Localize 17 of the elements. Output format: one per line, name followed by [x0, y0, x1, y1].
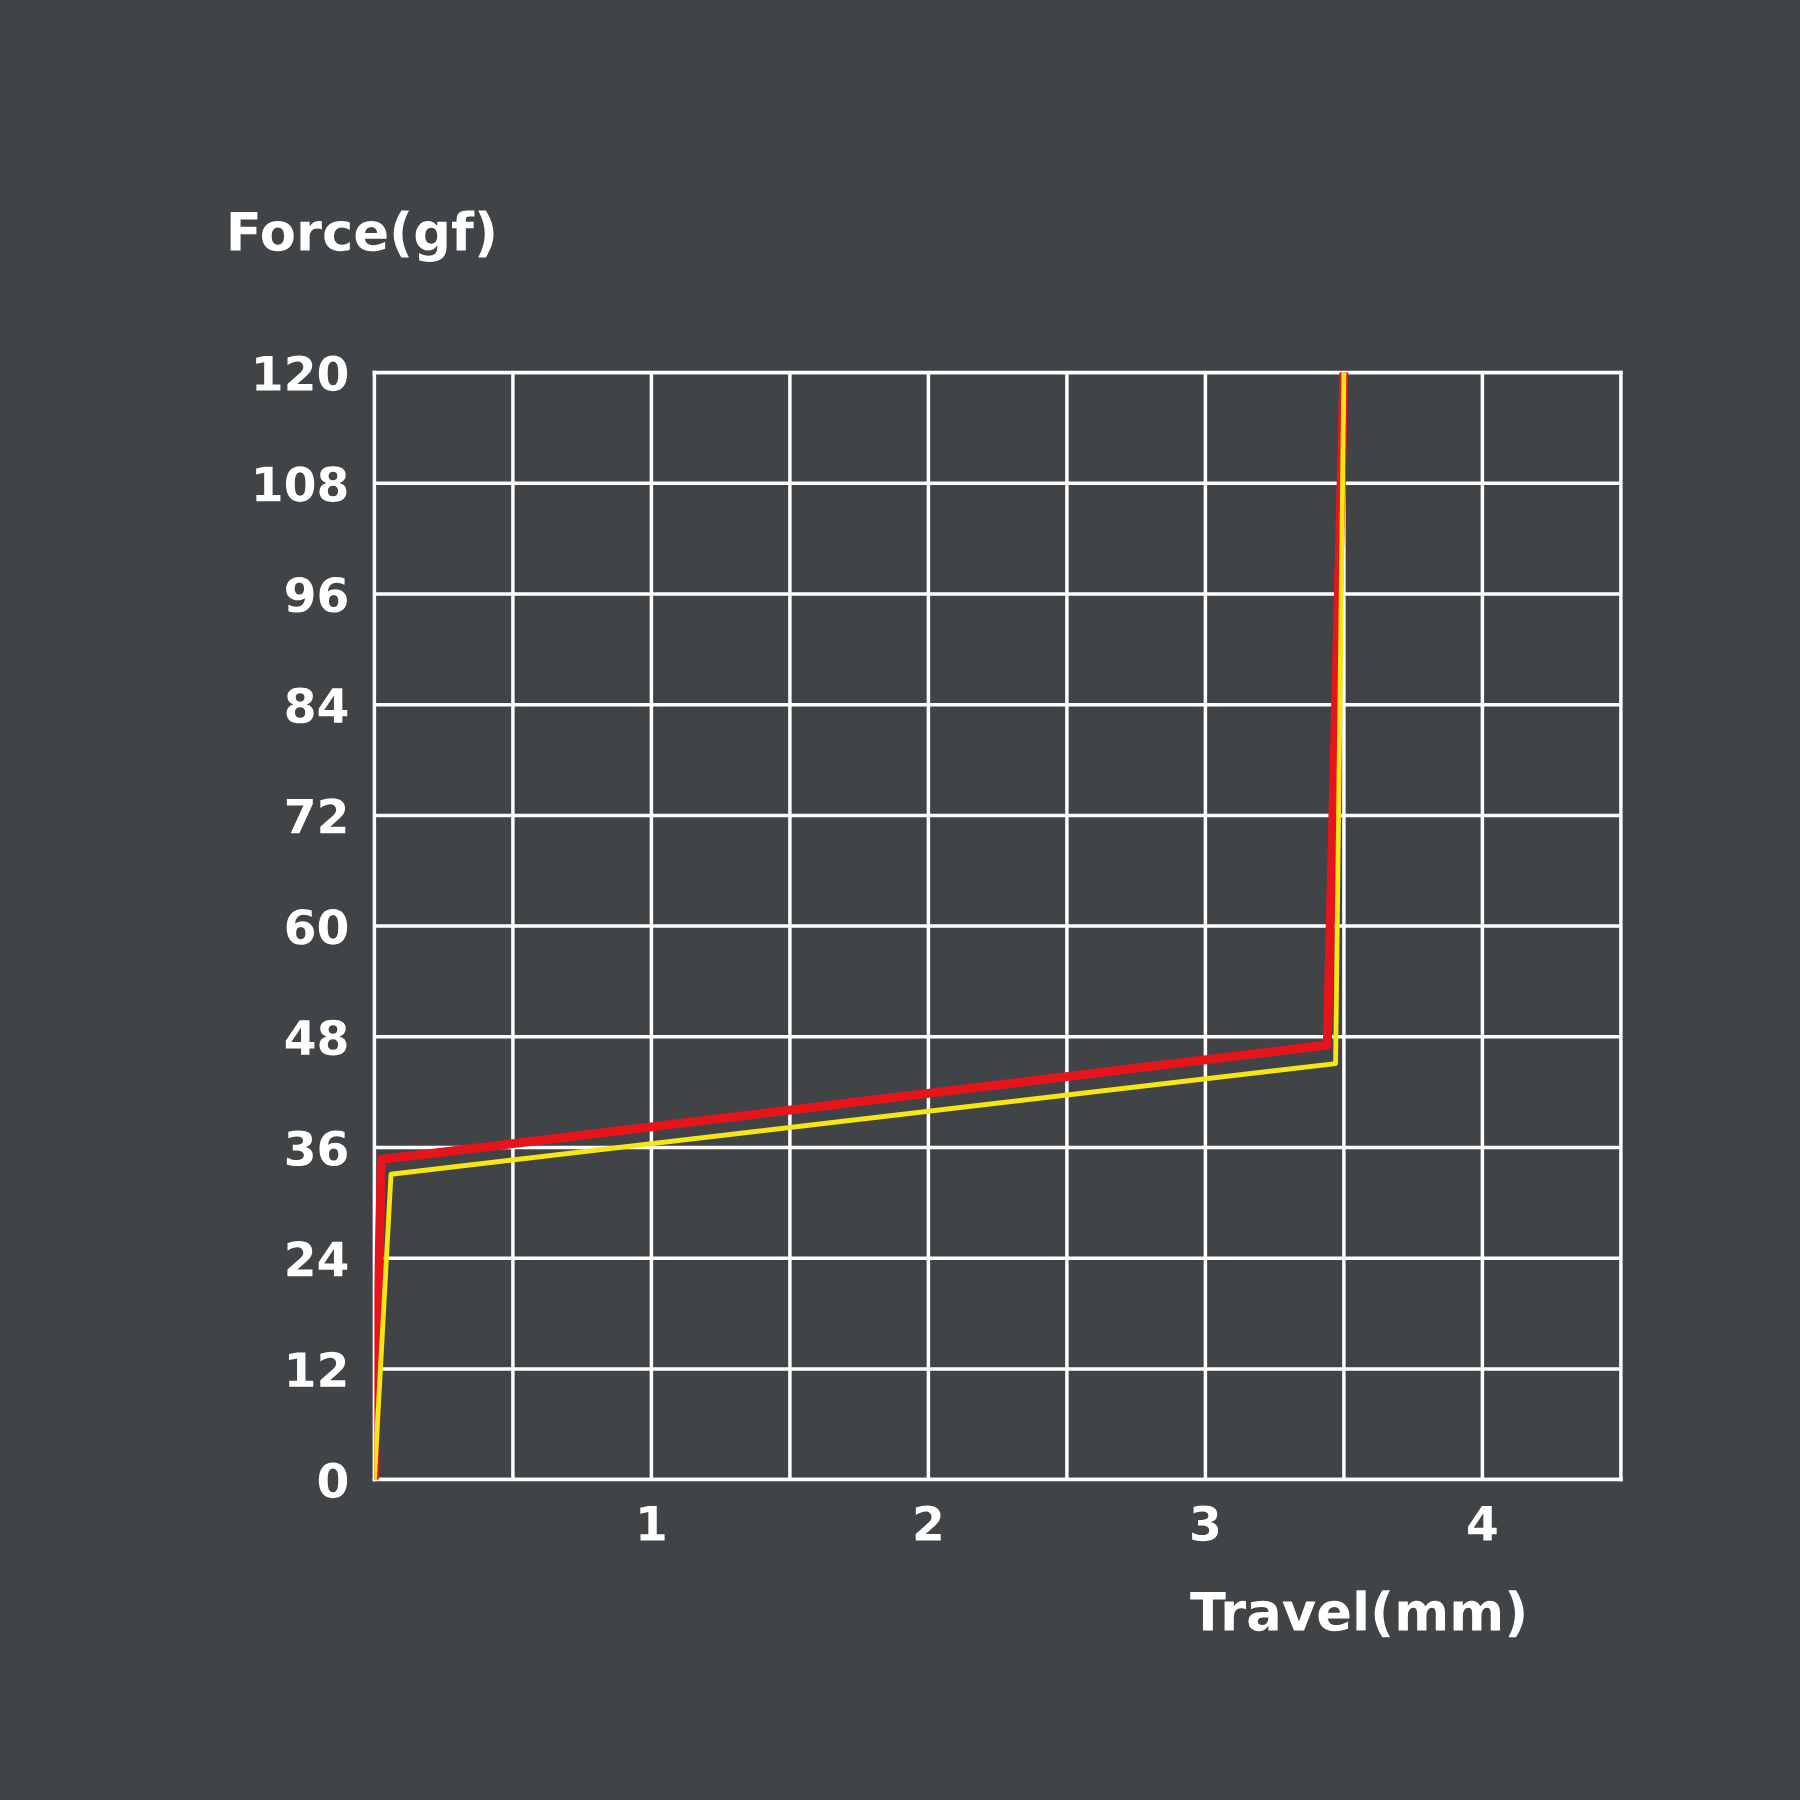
x-tick-label: 3	[1192, 1505, 1219, 1542]
x-tick-label: 4	[1468, 1506, 1497, 1541]
x-tick-label: 2	[915, 1505, 941, 1541]
x-axis-title: Travel(mm)	[1190, 1590, 1524, 1638]
y-axis-title: Force(gf)	[230, 210, 494, 262]
y-tick-label: 72	[286, 798, 346, 834]
y-tick-label: 84	[286, 687, 348, 724]
y-tick-label: 48	[285, 1019, 347, 1056]
y-tick-label: 24	[287, 1241, 348, 1277]
x-tick-label: 1	[640, 1506, 665, 1541]
y-tick-label: 120	[256, 355, 348, 392]
y-tick-label: 96	[286, 576, 347, 613]
y-tick-label: 36	[286, 1130, 347, 1167]
y-tick-label: 12	[289, 1351, 346, 1387]
y-tick-label: 60	[286, 908, 348, 945]
y-tick-label: 108	[256, 466, 347, 502]
y-tick-label: 0	[318, 1462, 348, 1499]
